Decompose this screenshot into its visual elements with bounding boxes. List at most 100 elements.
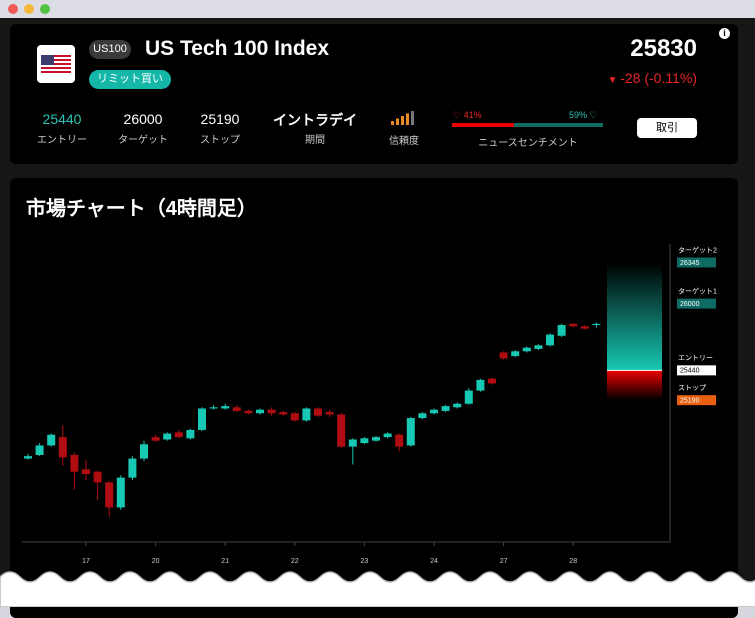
confidence-bar — [406, 113, 409, 125]
candle-body — [314, 408, 322, 416]
candle-body — [441, 406, 450, 411]
confidence-label: 信頼度 — [389, 136, 419, 147]
confidence-bars — [391, 111, 414, 125]
candle-body — [209, 407, 218, 409]
x-tick-label: 23 — [361, 558, 369, 565]
level-value: 25440 — [680, 368, 700, 375]
chart-title: 市場チャート（4時間足） — [26, 198, 257, 220]
candle-body — [464, 390, 473, 404]
sentiment-bar — [452, 123, 603, 127]
bullish-value: 59% — [569, 110, 588, 120]
candle-body — [82, 469, 90, 475]
candle-body — [372, 437, 380, 441]
x-tick-label: 27 — [500, 558, 508, 565]
candle-body — [198, 408, 206, 430]
stat-label: 期間 — [305, 135, 325, 146]
candle-body — [534, 345, 543, 349]
candle-body — [488, 378, 496, 384]
trade-button[interactable]: 取引 — [637, 118, 697, 138]
candle-body — [302, 408, 311, 421]
bearish-label: ♡ 41% — [453, 110, 482, 120]
candle-body — [360, 438, 369, 444]
change-text: -28 (-0.11%) — [620, 70, 697, 86]
confidence-bar — [401, 116, 404, 125]
title-bar — [0, 0, 755, 18]
candle-body — [383, 433, 392, 438]
candle-body — [105, 482, 114, 508]
x-tick-label: 24 — [430, 558, 438, 565]
level-value: 25190 — [680, 397, 700, 404]
candle-body — [151, 437, 160, 441]
candle-body — [70, 454, 79, 472]
stat-value: 25190 — [200, 111, 240, 127]
candle-body — [279, 412, 288, 415]
candle-body — [93, 471, 102, 483]
candle-body — [290, 413, 299, 421]
candle-body — [430, 409, 438, 414]
loss-zone — [607, 370, 662, 401]
candle-body — [221, 406, 230, 409]
info-icon[interactable]: i — [719, 28, 730, 39]
candle-body — [592, 323, 601, 326]
stat-label: エントリー — [37, 135, 87, 146]
candle-body — [35, 445, 44, 455]
candle-body — [580, 326, 589, 329]
candle-body — [546, 334, 554, 346]
profit-zone — [607, 262, 662, 371]
candle-body — [337, 414, 346, 447]
confidence-bar — [411, 111, 414, 125]
candle-body — [499, 352, 508, 359]
maximize-button[interactable] — [40, 4, 50, 14]
bullish-label: 59% ♡ — [569, 110, 598, 120]
level-box — [677, 298, 716, 309]
order-tag: リミット買い — [89, 70, 171, 89]
close-button[interactable] — [8, 4, 18, 14]
level-value: 26345 — [680, 260, 700, 267]
candle-body — [395, 434, 404, 447]
bullish-segment — [513, 123, 603, 127]
candle-body — [522, 347, 531, 352]
x-tick-label: 28 — [569, 558, 577, 565]
candle-body — [325, 412, 334, 415]
candle-body — [128, 458, 137, 478]
candle-body — [511, 351, 520, 357]
candle-body — [476, 379, 485, 391]
stat-label: ターゲット — [118, 135, 168, 146]
candle-body — [453, 403, 462, 408]
x-tick-label: 20 — [152, 558, 160, 565]
level-name: ターゲット2 — [678, 245, 717, 254]
stat-value: 26000 — [123, 111, 163, 127]
candle-body — [163, 433, 172, 440]
price: 25830 — [630, 35, 697, 62]
candle-body — [418, 413, 427, 419]
header-card — [10, 24, 738, 164]
candle-body — [244, 410, 253, 414]
minimize-button[interactable] — [24, 4, 34, 14]
level-box — [677, 395, 716, 406]
candle-body — [186, 429, 195, 439]
bearish-segment — [452, 123, 514, 127]
candle-body — [116, 477, 125, 508]
sentiment-label: ニュースセンチメント — [478, 138, 578, 149]
level-value: 26000 — [680, 301, 700, 308]
torn-edge — [0, 571, 755, 607]
x-tick-label: 22 — [291, 558, 299, 565]
level-box — [677, 365, 716, 376]
bearish-value: 41% — [463, 110, 482, 120]
candle-body — [174, 432, 183, 438]
candle-body — [256, 409, 264, 414]
candle-body — [140, 444, 148, 459]
stat-label: ストップ — [200, 135, 240, 146]
confidence-bar — [396, 118, 399, 125]
confidence-bar — [391, 121, 394, 125]
candle-body — [557, 325, 566, 336]
price-change: ▼ -28 (-0.11%) — [607, 70, 697, 86]
flag — [37, 45, 75, 83]
candle-body — [569, 323, 578, 327]
candle-body — [24, 456, 32, 459]
candle-body — [406, 418, 415, 446]
level-name: ターゲット1 — [678, 286, 717, 295]
candle-body — [267, 409, 276, 414]
